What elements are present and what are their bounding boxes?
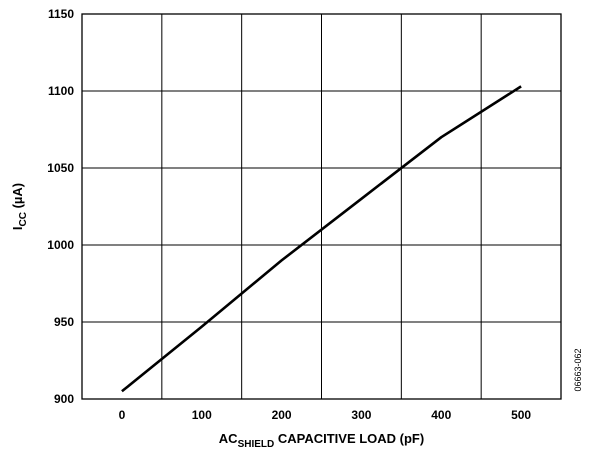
x-tick-labels: 0 100 200 300 400 500 (119, 408, 532, 422)
y-tick-labels: 900 950 1000 1050 1100 1150 (47, 7, 74, 406)
plot-area-frame (81, 13, 562, 400)
y-axis-title-main: I (10, 226, 25, 230)
y-tick-label: 1150 (48, 7, 74, 21)
x-axis-title-rest: CAPACITIVE LOAD (pF) (274, 431, 424, 446)
y-axis-title-rest: (µA) (10, 183, 25, 212)
x-tick-label: 0 (119, 408, 126, 422)
grid-lines (82, 14, 561, 399)
figure-id: 06663-062 (573, 348, 583, 391)
y-tick-label: 950 (54, 315, 74, 329)
x-tick-label: 200 (272, 408, 292, 422)
x-tick-label: 300 (351, 408, 371, 422)
y-axis-title: ICC (µA) (10, 183, 29, 230)
x-tick-label: 400 (431, 408, 451, 422)
y-tick-label: 1000 (47, 238, 74, 252)
y-tick-label: 1100 (48, 84, 74, 98)
series-line-0 (121, 85, 522, 393)
series-layer (121, 85, 522, 393)
x-axis-title: ACSHIELD CAPACITIVE LOAD (pF) (219, 431, 424, 450)
y-tick-label: 900 (54, 392, 74, 406)
x-axis-title-subscript: SHIELD (238, 439, 275, 450)
y-axis-title-subscript: CC (18, 212, 29, 226)
x-axis-title-main: AC (219, 431, 238, 446)
y-tick-label: 1050 (47, 161, 74, 175)
x-tick-label: 500 (511, 408, 531, 422)
x-tick-label: 100 (192, 408, 212, 422)
